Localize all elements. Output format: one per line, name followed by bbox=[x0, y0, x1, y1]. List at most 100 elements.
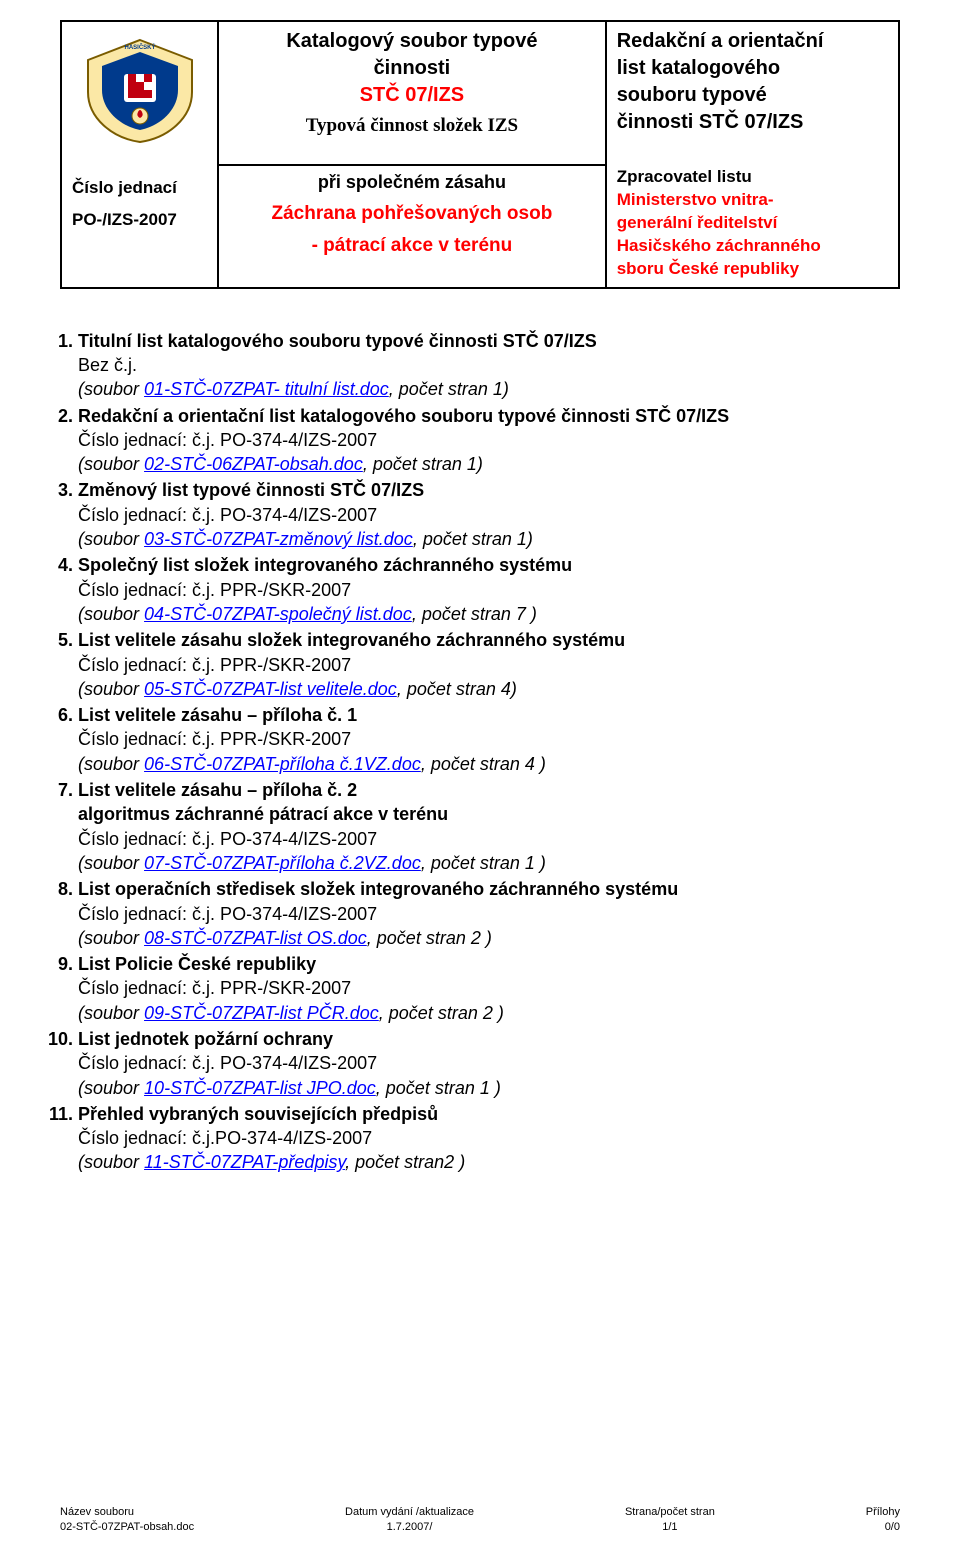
item-ref-link[interactable]: 05-STČ-07ZPAT-list velitele.doc bbox=[144, 679, 397, 699]
item-ref: (soubor 08-STČ-07ZPAT-list OS.doc, počet… bbox=[78, 926, 900, 950]
item-sub: Bez č.j. bbox=[78, 353, 900, 377]
list-item: List Policie České republikyČíslo jednac… bbox=[78, 952, 900, 1025]
ms-l3: - pátrací akce v terénu bbox=[229, 235, 595, 257]
header-table: HASIČSKÝ Katalogový soubor typové činnos… bbox=[60, 20, 900, 289]
item-ref-link[interactable]: 02-STČ-06ZPAT-obsah.doc bbox=[144, 454, 363, 474]
mid-code: STČ 07/IZS bbox=[360, 84, 464, 106]
item-ref-suffix: , počet stran 7 ) bbox=[412, 604, 537, 624]
item-ref-prefix: (soubor bbox=[78, 379, 144, 399]
list-item: List jednotek požární ochranyČíslo jedna… bbox=[78, 1027, 900, 1100]
header-left-sub: Číslo jednací PO-/IZS-2007 bbox=[72, 172, 212, 237]
item-ref-prefix: (soubor bbox=[78, 853, 144, 873]
right-l1: Redakční a orientační bbox=[617, 30, 824, 52]
item-sub: Číslo jednací: č.j. PO-374-4/IZS-2007 bbox=[78, 827, 900, 851]
list-item: List velitele zásahu – příloha č. 2 algor… bbox=[78, 778, 900, 875]
crest-icon: HASIČSKÝ bbox=[80, 34, 200, 144]
mid-line2: činnosti bbox=[374, 57, 451, 79]
right-l2: list katalogového bbox=[617, 57, 780, 79]
item-ref: (soubor 11-STČ-07ZPAT-předpisy, počet st… bbox=[78, 1150, 900, 1174]
item-ref-link[interactable]: 06-STČ-07ZPAT-příloha č.1VZ.doc bbox=[144, 754, 421, 774]
footer-col1: Název souboru 02-STČ-07ZPAT-obsah.doc bbox=[60, 1505, 194, 1534]
item-ref-link[interactable]: 07-STČ-07ZPAT-příloha č.2VZ.doc bbox=[144, 853, 421, 873]
item-title: List jednotek požární ochrany bbox=[78, 1029, 333, 1049]
item-title: List operačních středisek složek integro… bbox=[78, 879, 678, 899]
item-ref-prefix: (soubor bbox=[78, 1003, 144, 1023]
item-ref-suffix: , počet stran 4) bbox=[397, 679, 517, 699]
f4-l2: 0/0 bbox=[885, 1521, 900, 1533]
item-title: List velitele zásahu složek integrovanéh… bbox=[78, 630, 625, 650]
item-ref: (soubor 04-STČ-07ZPAT-společný list.doc,… bbox=[78, 602, 900, 626]
item-ref: (soubor 07-STČ-07ZPAT-příloha č.2VZ.doc,… bbox=[78, 851, 900, 875]
list-item: List velitele zásahu – příloha č. 1Číslo… bbox=[78, 703, 900, 776]
item-ref-prefix: (soubor bbox=[78, 529, 144, 549]
item-sub: Číslo jednací: č.j. PO-374-4/IZS-2007 bbox=[78, 902, 900, 926]
item-ref: (soubor 02-STČ-06ZPAT-obsah.doc, počet s… bbox=[78, 452, 900, 476]
item-title: List velitele zásahu – příloha č. 2 bbox=[78, 780, 357, 800]
item-ref: (soubor 06-STČ-07ZPAT-příloha č.1VZ.doc,… bbox=[78, 752, 900, 776]
ls-l1: Číslo jednací bbox=[72, 178, 177, 197]
f3-l2: 1/1 bbox=[662, 1521, 677, 1533]
item-title: Redakční a orientační list katalogového … bbox=[78, 406, 729, 426]
item-ref-link[interactable]: 11-STČ-07ZPAT-předpisy bbox=[144, 1152, 345, 1172]
item-ref-link[interactable]: 01-STČ-07ZPAT- titulní list.doc bbox=[144, 379, 389, 399]
item-ref-suffix: , počet stran 4 ) bbox=[421, 754, 546, 774]
f2-l1: Datum vydání /aktualizace bbox=[345, 1506, 474, 1518]
item-title: List Policie České republiky bbox=[78, 954, 316, 974]
item-sub: Číslo jednací: č.j. PO-374-4/IZS-2007 bbox=[78, 503, 900, 527]
item-ref-link[interactable]: 08-STČ-07ZPAT-list OS.doc bbox=[144, 928, 367, 948]
svg-text:HASIČSKÝ: HASIČSKÝ bbox=[124, 44, 155, 51]
item-ref-suffix: , počet stran 1 ) bbox=[421, 853, 546, 873]
items-list: Titulní list katalogového souboru typové… bbox=[78, 329, 900, 1175]
list-item: Přehled vybraných souvisejících předpisů… bbox=[78, 1102, 900, 1175]
item-ref-link[interactable]: 09-STČ-07ZPAT-list PČR.doc bbox=[144, 1003, 379, 1023]
header-right: Redakční a orientační list katalogového … bbox=[606, 21, 899, 288]
list-item: Společný list složek integrovaného záchr… bbox=[78, 553, 900, 626]
item-sub: Číslo jednací: č.j. PPR-/SKR-2007 bbox=[78, 727, 900, 751]
item-ref-prefix: (soubor bbox=[78, 604, 144, 624]
item-ref-prefix: (soubor bbox=[78, 754, 144, 774]
ms-l2: Záchrana pohřešovaných osob bbox=[229, 203, 595, 225]
item-ref-prefix: (soubor bbox=[78, 928, 144, 948]
footer-col2: Datum vydání /aktualizace 1.7.2007/ bbox=[345, 1505, 474, 1534]
item-ref-suffix: , počet stran 1) bbox=[363, 454, 483, 474]
item-ref-link[interactable]: 03-STČ-07ZPAT-změnový list.doc bbox=[144, 529, 413, 549]
item-ref-suffix: , počet stran 1) bbox=[413, 529, 533, 549]
f1-l2: 02-STČ-07ZPAT-obsah.doc bbox=[60, 1521, 194, 1533]
item-ref-link[interactable]: 04-STČ-07ZPAT-společný list.doc bbox=[144, 604, 412, 624]
footer: Název souboru 02-STČ-07ZPAT-obsah.doc Da… bbox=[60, 1505, 900, 1534]
rs-l1: Zpracovatel listu bbox=[617, 167, 752, 186]
document-page: HASIČSKÝ Katalogový soubor typové činnos… bbox=[0, 0, 960, 1552]
item-title: Přehled vybraných souvisejících předpisů bbox=[78, 1104, 438, 1124]
item-sub: Číslo jednací: č.j.PO-374-4/IZS-2007 bbox=[78, 1126, 900, 1150]
item-ref-prefix: (soubor bbox=[78, 1078, 144, 1098]
f2-l2: 1.7.2007/ bbox=[387, 1521, 433, 1533]
mid-line1: Katalogový soubor typové bbox=[286, 30, 537, 52]
item-ref: (soubor 05-STČ-07ZPAT-list velitele.doc,… bbox=[78, 677, 900, 701]
logo-cell: HASIČSKÝ bbox=[61, 21, 218, 288]
ls-l2: PO-/IZS-2007 bbox=[72, 210, 177, 229]
item-ref-suffix: , počet stran2 ) bbox=[345, 1152, 465, 1172]
item-ref-suffix: , počet stran 2 ) bbox=[379, 1003, 504, 1023]
item-title: Titulní list katalogového souboru typové… bbox=[78, 331, 597, 351]
item-sub: Číslo jednací: č.j. PPR-/SKR-2007 bbox=[78, 653, 900, 677]
rs-l3: generální ředitelství bbox=[617, 213, 778, 232]
f3-l1: Strana/počet stran bbox=[625, 1506, 715, 1518]
right-l3: souboru typové bbox=[617, 84, 767, 106]
item-title2: algoritmus záchranné pátrací akce v teré… bbox=[78, 804, 448, 824]
list-item: Redakční a orientační list katalogového … bbox=[78, 404, 900, 477]
list-item: Titulní list katalogového souboru typové… bbox=[78, 329, 900, 402]
mid-serif: Typová činnost složek IZS bbox=[229, 115, 595, 137]
footer-col4: Přílohy 0/0 bbox=[866, 1505, 900, 1534]
header-mid-top: Katalogový soubor typové činnosti STČ 07… bbox=[218, 21, 606, 165]
item-sub: Číslo jednací: č.j. PO-374-4/IZS-2007 bbox=[78, 428, 900, 452]
item-title: List velitele zásahu – příloha č. 1 bbox=[78, 705, 357, 725]
item-ref-link[interactable]: 10-STČ-07ZPAT-list JPO.doc bbox=[144, 1078, 376, 1098]
item-ref: (soubor 10-STČ-07ZPAT-list JPO.doc, poče… bbox=[78, 1076, 900, 1100]
item-sub: Číslo jednací: č.j. PPR-/SKR-2007 bbox=[78, 578, 900, 602]
item-ref: (soubor 09-STČ-07ZPAT-list PČR.doc, poče… bbox=[78, 1001, 900, 1025]
f1-l1: Název souboru bbox=[60, 1506, 134, 1518]
item-ref-prefix: (soubor bbox=[78, 454, 144, 474]
rs-l5: sboru České republiky bbox=[617, 259, 799, 278]
list-item: List velitele zásahu složek integrovanéh… bbox=[78, 628, 900, 701]
list-item: Změnový list typové činnosti STČ 07/IZSČ… bbox=[78, 478, 900, 551]
